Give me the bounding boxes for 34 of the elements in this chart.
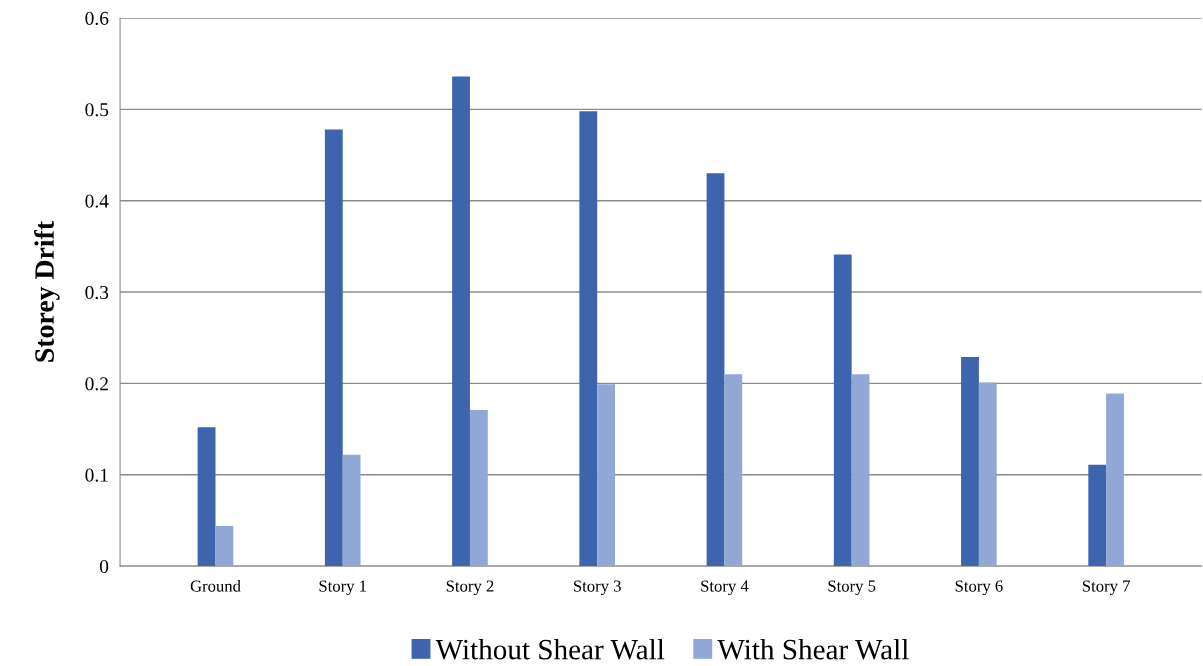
y-tick-label: 0.4 [85,194,109,208]
y-tick-label: 0.6 [85,11,109,25]
y-axis-title: Storey Drift [34,221,60,362]
y-tick-label: 0.5 [85,103,109,117]
bar [215,525,234,567]
y-tick-label: 0 [99,559,109,574]
bar [579,111,598,567]
bar [197,427,216,567]
x-tick-label: Story 4 [701,580,749,596]
bar [724,374,743,567]
y-tick-label: 0.3 [85,285,109,300]
bar [342,454,361,567]
y-tick-label: 0.1 [85,468,108,482]
x-tick-label: Story 1 [319,580,367,596]
y-tick-label: 0.2 [85,377,108,391]
bar [324,129,343,567]
x-tick-label: Story 2 [446,580,494,596]
bar [833,254,852,567]
bar [851,374,870,567]
x-tick-label: Story 7 [1082,580,1130,596]
bar [961,356,979,567]
bar [452,76,470,567]
x-tick-label: Story 6 [955,580,1003,596]
bar [1106,393,1124,567]
bar [597,384,615,567]
x-tick-label: Ground [190,579,241,592]
bar [469,409,488,567]
x-tick-label: Story 5 [828,580,876,596]
x-tick-label: Story 3 [574,580,621,596]
bar [1088,464,1107,567]
bar [706,173,725,567]
bar [978,382,997,567]
legend-label: Without Shear Wall [435,638,665,660]
legend-label: With Shear Wall [717,638,909,660]
